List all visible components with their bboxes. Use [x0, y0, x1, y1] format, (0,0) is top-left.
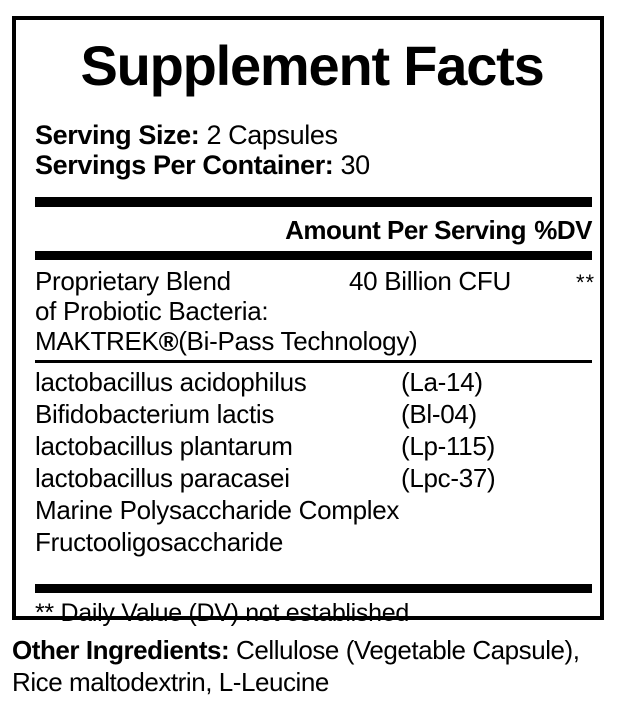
list-item: Fructooligosaccharide: [35, 527, 592, 559]
servings-per-container-label: Servings Per Container:: [35, 150, 334, 180]
list-item: Bifidobacterium lactis (Bl-04): [35, 399, 592, 431]
strain-list: lactobacillus acidophilus (La-14) Bifido…: [35, 367, 592, 559]
serving-size-value: 2 Capsules: [206, 120, 338, 150]
strain-name: Fructooligosaccharide: [35, 527, 284, 557]
column-header-amount: Amount Per Serving: [285, 215, 526, 245]
rule-above-footnote: [35, 584, 592, 593]
serving-size-line: Serving Size: 2 Capsules: [35, 120, 338, 150]
strain-code: (La-14): [401, 367, 483, 397]
strain-name: lactobacillus acidophilus: [35, 367, 307, 397]
daily-value-footnote: ** Daily Value (DV) not established: [35, 599, 409, 627]
registered-trademark-icon: ®: [158, 327, 179, 357]
page-title: Supplement Facts: [80, 34, 544, 97]
other-ingredients-label: Other Ingredients:: [12, 635, 230, 665]
list-item: lactobacillus acidophilus (La-14): [35, 367, 592, 399]
supplement-facts-panel: Supplement Facts Serving Size: 2 Capsule…: [12, 16, 604, 627]
strain-name: lactobacillus plantarum: [35, 431, 293, 461]
proprietary-blend-block: Proprietary Blend 40 Billion CFU ** of P…: [35, 266, 596, 358]
proprietary-blend-subtitle-text: of Probiotic Bacteria:: [35, 296, 269, 326]
proprietary-blend-amount: 40 Billion CFU: [349, 266, 511, 296]
strain-code: (Bl-04): [401, 399, 477, 429]
other-ingredients-block: Other Ingredients: Cellulose (Vegetable …: [12, 634, 612, 698]
proprietary-blend-row: Proprietary Blend 40 Billion CFU **: [35, 266, 596, 296]
rule-below-blend: [35, 360, 592, 363]
proprietary-blend-name: Proprietary Blend: [35, 266, 231, 296]
strain-name: lactobacillus paracasei: [35, 463, 290, 493]
column-header-dv: %DV: [534, 215, 592, 245]
proprietary-blend-trademark-line: MAKTREK®(Bi-Pass Technology): [35, 326, 592, 358]
list-item: lactobacillus paracasei (Lpc-37): [35, 463, 592, 495]
column-header-row: Amount Per Serving %DV: [35, 214, 592, 246]
proprietary-blend-subtitle: of Probiotic Bacteria:: [35, 296, 592, 326]
strain-code: (Lp-115): [401, 431, 495, 461]
serving-size-label: Serving Size:: [35, 120, 200, 150]
strain-code: (Lpc-37): [401, 463, 496, 493]
strain-name: Marine Polysaccharide Complex: [35, 495, 400, 525]
list-item: Marine Polysaccharide Complex: [35, 495, 592, 527]
other-ingredients-value: Cellulose (Vegetable Capsule), Rice malt…: [12, 635, 580, 697]
strain-name: Bifidobacterium lactis: [35, 399, 275, 429]
list-item: lactobacillus plantarum (Lp-115): [35, 431, 592, 463]
rule-below-header: [35, 251, 592, 260]
maktrek-brand-text: MAKTREK: [35, 326, 159, 356]
proprietary-blend-dv: **: [576, 270, 596, 295]
servings-per-container-line: Servings Per Container: 30: [35, 150, 370, 180]
bi-pass-technology-text: (Bi-Pass Technology): [178, 326, 418, 356]
rule-above-header: [35, 197, 592, 207]
servings-per-container-value: 30: [340, 150, 371, 180]
